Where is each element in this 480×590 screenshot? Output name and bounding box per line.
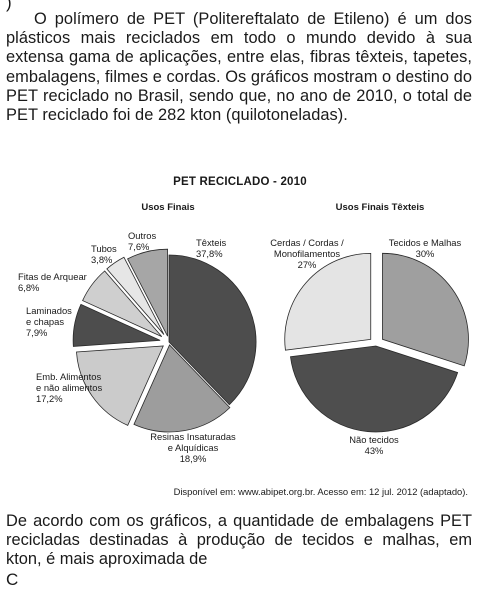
usos-finais-texteis-slice-cerdas-cordas-monofilamentos <box>284 252 372 351</box>
usos-finais-slice-texteis <box>168 254 257 406</box>
usos-finais-texteis-slice-tecidos-e-malhas <box>382 252 469 367</box>
usos-finais-slice-emb-alimentos-e-nao-alimentos <box>76 345 164 426</box>
usos-finais-slice-tubos <box>106 256 165 335</box>
usos-finais-label-fitas-de-arquear: Fitas de Arquear 6,8% <box>18 271 87 293</box>
usos-finais-label-emb-alimentos-e-nao-alimentos: Emb. Alimentos e não alimentos 17,2% <box>36 371 103 404</box>
usos-finais-texteis-label-nao-tecidos: Não tecidos 43% <box>349 434 399 456</box>
top-fragment: ) <box>6 0 12 12</box>
intro-paragraph: O polímero de PET (Politereftalato de Et… <box>6 10 472 125</box>
usos-finais-slice-outros <box>127 248 168 337</box>
bottom-fragment: C <box>6 570 19 589</box>
chart-title: PET RECICLADO - 2010 <box>173 176 307 188</box>
usos-finais-label-resinas-insaturadas-e-alquidicas: Resinas Insaturadas e Alquídicas 18,9% <box>150 431 236 464</box>
question-paragraph: De acordo com os gráficos, a quantidade … <box>6 512 472 569</box>
usos-finais-slice-resinas-insaturadas-e-alquidicas <box>133 344 231 433</box>
usos-finais-texteis-label-cerdas-cordas-monofilamentos: Cerdas / Cordas / Monofilamentos 27% <box>270 237 344 270</box>
source-citation: Disponível em: www.abipet.org.br. Acesso… <box>173 486 468 497</box>
left-pie-subtitle: Usos Finais <box>141 202 195 213</box>
usos-finais-label-tubos: Tubos 3,8% <box>91 243 117 265</box>
usos-finais-label-laminados-e-chapas: Laminados e chapas 7,9% <box>26 305 72 338</box>
usos-finais-label-texteis: Têxteis 37,8% <box>196 237 227 259</box>
usos-finais-label-outros: Outros 7,6% <box>128 230 156 252</box>
usos-finais-slice-fitas-de-arquear <box>82 270 163 337</box>
usos-finais-texteis-label-tecidos-e-malhas: Tecidos e Malhas 30% <box>389 237 462 259</box>
usos-finais-slice-laminados-e-chapas <box>72 303 161 347</box>
right-pie-subtitle: Usos Finais Têxteis <box>335 202 425 213</box>
usos-finais-texteis-slice-nao-tecidos <box>290 345 459 433</box>
